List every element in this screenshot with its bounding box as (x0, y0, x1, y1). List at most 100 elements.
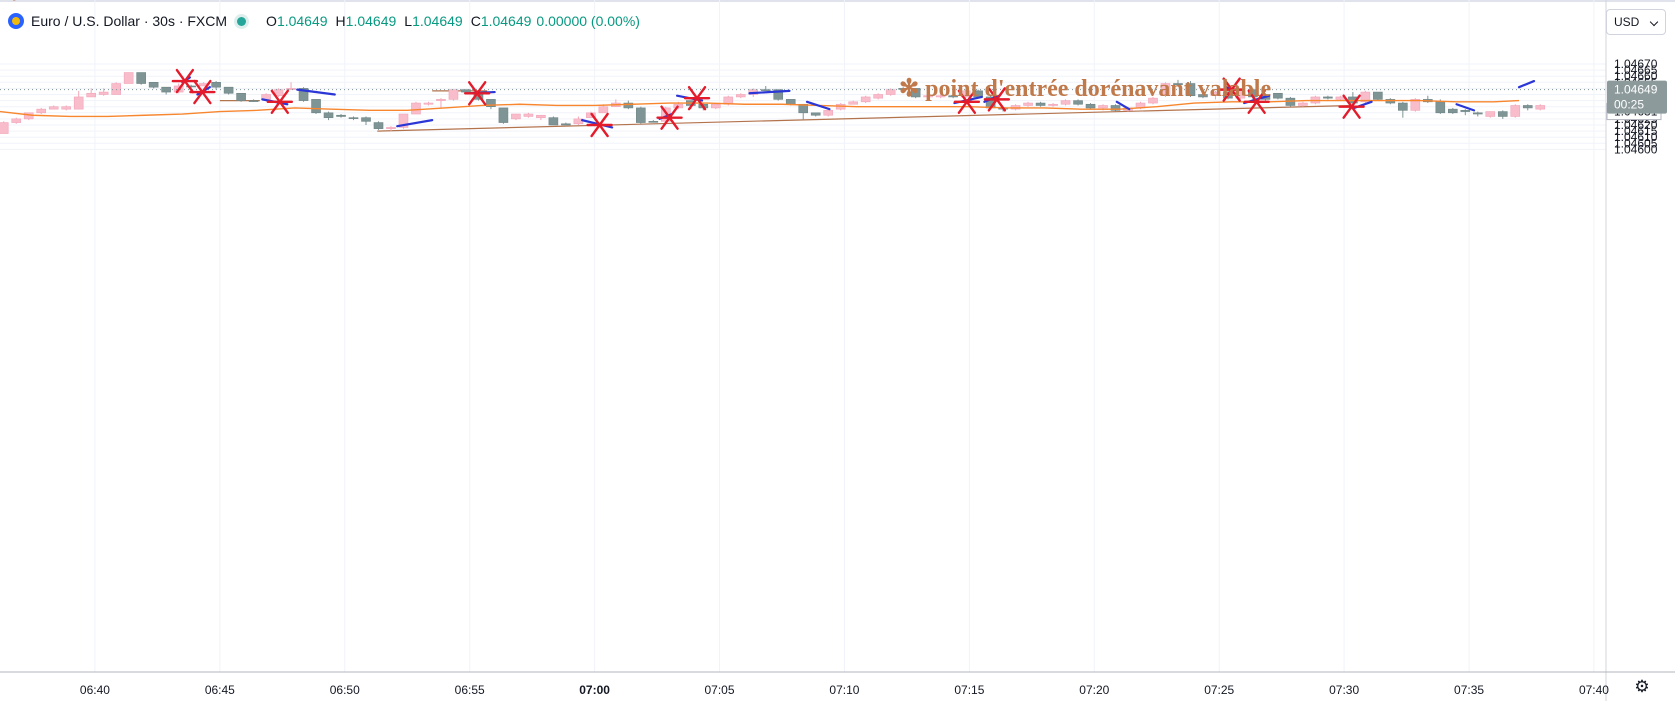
candle-down[interactable] (286, 82, 296, 90)
candle-up[interactable] (1423, 95, 1433, 104)
candle-body (1323, 96, 1333, 99)
candle-down[interactable] (411, 101, 421, 115)
candle-down[interactable] (1048, 103, 1058, 107)
candle-up[interactable] (1497, 110, 1508, 119)
candle-up[interactable] (311, 99, 321, 115)
candle-down[interactable] (1023, 101, 1033, 107)
candle-up[interactable] (1110, 104, 1121, 112)
candle-up[interactable] (1035, 101, 1046, 107)
candle-down[interactable] (436, 98, 446, 108)
candle-down[interactable] (873, 93, 883, 100)
candle-down[interactable] (1060, 99, 1071, 106)
candle-down[interactable] (935, 94, 946, 99)
candle-up[interactable] (1173, 79, 1183, 86)
candle-down[interactable] (710, 103, 721, 110)
candle-up[interactable] (548, 116, 559, 126)
candle-down[interactable] (111, 82, 121, 95)
candle-up[interactable] (248, 99, 259, 102)
gear-icon[interactable]: ⚙ (1634, 677, 1650, 696)
candle-up[interactable] (161, 86, 171, 95)
price-tick-label: 1.04665 (1614, 63, 1658, 77)
low-label: L (404, 13, 413, 29)
candle-up[interactable] (1185, 81, 1196, 97)
red-star-stroke (590, 112, 609, 138)
red-star-stroke (193, 79, 212, 105)
candle-body (1522, 105, 1533, 109)
candle-up[interactable] (1448, 107, 1458, 115)
candle-down[interactable] (536, 114, 546, 121)
symbol-title[interactable]: Euro / U.S. Dollar · 30s · FXCM (31, 13, 228, 29)
candle-up[interactable] (148, 82, 159, 89)
candle-down[interactable] (823, 109, 834, 117)
candle-down[interactable] (11, 117, 22, 124)
candle-down[interactable] (36, 107, 47, 115)
candle-up[interactable] (361, 116, 371, 125)
candle-up[interactable] (1460, 109, 1471, 116)
candle-down[interactable] (1298, 101, 1308, 107)
candle-down[interactable] (511, 113, 521, 121)
candle-down[interactable] (61, 105, 72, 111)
blue-stroke-mark (1517, 79, 1536, 89)
candle-down[interactable] (86, 88, 96, 98)
candle-down[interactable] (923, 94, 933, 100)
candles-layer (0, 72, 1546, 134)
candle-body (923, 95, 933, 98)
candle-up[interactable] (211, 81, 221, 90)
candle-up[interactable] (810, 112, 821, 117)
candle-body (186, 85, 196, 88)
red-star-mark (189, 79, 216, 105)
candle-down[interactable] (1485, 111, 1496, 118)
candle-down[interactable] (73, 90, 84, 110)
candle-body (298, 88, 309, 101)
candle-up[interactable] (323, 111, 334, 121)
candle-down[interactable] (123, 72, 134, 84)
candle-down[interactable] (1535, 104, 1546, 111)
candle-down[interactable] (885, 88, 896, 96)
candle-down[interactable] (1148, 96, 1158, 105)
candle-down[interactable] (386, 126, 396, 132)
candle-up[interactable] (1085, 103, 1096, 110)
candle-down[interactable] (1210, 90, 1221, 100)
candle-down[interactable] (523, 112, 534, 118)
candle-down[interactable] (1510, 104, 1521, 118)
candle-up[interactable] (561, 122, 571, 126)
candle-up[interactable] (898, 87, 908, 90)
candle-up[interactable] (1273, 92, 1283, 100)
candle-down[interactable] (48, 105, 59, 110)
candle-up[interactable] (498, 107, 509, 124)
candle-up[interactable] (336, 114, 346, 118)
currency-selector[interactable]: USD (1606, 9, 1666, 35)
candle-up[interactable] (1373, 91, 1383, 101)
candle-up[interactable] (236, 92, 246, 102)
candle-up[interactable] (1073, 99, 1083, 106)
candle-up[interactable] (948, 94, 958, 99)
candle-up[interactable] (1398, 101, 1408, 118)
candle-up[interactable] (1472, 111, 1483, 117)
candle-down[interactable] (848, 100, 858, 105)
candle-down[interactable] (735, 93, 746, 99)
candle-up[interactable] (648, 120, 659, 123)
candle-down[interactable] (0, 121, 9, 134)
candle-up[interactable] (1323, 95, 1333, 100)
candle-body (423, 102, 434, 105)
candle-up[interactable] (1198, 93, 1208, 99)
candle-up[interactable] (373, 121, 384, 130)
candle-up[interactable] (910, 88, 921, 99)
candle-body (211, 82, 221, 88)
candle-up[interactable] (1522, 104, 1533, 111)
candle-body (98, 91, 109, 95)
red-star-mark (953, 89, 981, 115)
candle-down[interactable] (448, 89, 459, 101)
candle-up[interactable] (486, 99, 496, 110)
candle-down[interactable] (423, 101, 434, 106)
candle-down[interactable] (860, 95, 871, 104)
candle-down[interactable] (98, 88, 109, 96)
candle-up[interactable] (760, 85, 771, 91)
candle-body (1373, 91, 1383, 100)
candle-up[interactable] (636, 106, 646, 124)
candle-up[interactable] (136, 72, 146, 85)
candle-up[interactable] (348, 116, 359, 121)
candle-up[interactable] (798, 103, 809, 121)
candle-up[interactable] (223, 86, 234, 95)
